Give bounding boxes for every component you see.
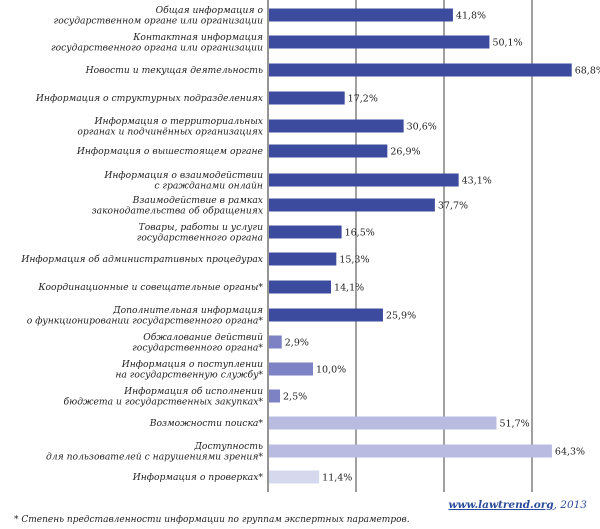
category-label: законодательства об обращениях	[92, 205, 264, 216]
category-label: Новости и текущая деятельность	[85, 65, 263, 76]
category-label: Контактная информация	[132, 32, 263, 43]
footnote: * Степень представленности информации по…	[14, 515, 410, 525]
category-label: государственного органа	[137, 232, 263, 243]
category-label: Взаимодействие в рамках	[132, 195, 264, 206]
bar	[269, 8, 453, 22]
value-label: 68,8%	[575, 66, 600, 77]
value-label: 64,3%	[555, 447, 585, 458]
category-label: Возможности поиска*	[149, 418, 264, 429]
bar	[269, 91, 345, 105]
value-label: 14,1%	[334, 283, 364, 294]
category-label: Информация об исполнении	[123, 386, 263, 397]
value-label: 26,9%	[390, 147, 420, 158]
category-label: для пользователей с нарушениями зрения*	[46, 451, 263, 462]
category-label: Информация о проверках*	[132, 472, 264, 483]
bar	[269, 252, 337, 266]
category-label: Дополнительная информация	[112, 305, 263, 316]
value-label: 25,9%	[386, 311, 416, 322]
bar	[269, 389, 280, 403]
value-label: 16,5%	[345, 228, 375, 239]
bar	[269, 470, 320, 484]
value-label: 11,4%	[322, 473, 352, 484]
value-label: 37,7%	[438, 201, 468, 212]
bar	[269, 280, 332, 294]
bar	[269, 173, 459, 187]
value-label: 17,2%	[348, 94, 378, 105]
value-label: 50,1%	[492, 38, 522, 49]
bar	[269, 416, 497, 430]
category-label: Координационные и совещательные органы*	[37, 282, 263, 293]
bar	[269, 35, 490, 49]
bar	[269, 225, 342, 239]
value-label: 15,3%	[339, 255, 369, 266]
bars	[269, 8, 572, 484]
category-label: Информация о территориальных	[94, 116, 264, 127]
category-label: Информация о структурных подразделениях	[35, 93, 264, 104]
value-label: 30,6%	[407, 122, 437, 133]
source-link[interactable]: www.lawtrend.org	[448, 499, 553, 511]
category-label: Обжалование действий	[143, 332, 263, 343]
bar	[269, 63, 572, 77]
category-label: государственного органа или организации	[51, 42, 263, 53]
category-label: государственного органа*	[132, 342, 263, 353]
category-label: Общая информация о	[156, 5, 264, 16]
value-label: 51,7%	[499, 419, 529, 430]
source-year: , 2013	[554, 499, 588, 511]
bar	[269, 335, 282, 349]
bar	[269, 198, 435, 212]
category-label: государственном органе или организации	[54, 15, 264, 26]
category-label: с гражданами онлайн	[154, 180, 263, 191]
value-label: 2,5%	[283, 392, 307, 403]
source-credit: www.lawtrend.org, 2013	[448, 499, 587, 511]
category-label: Доступность	[193, 441, 263, 452]
category-label: Товары, работы и услуги	[139, 222, 263, 233]
bar	[269, 144, 388, 158]
bar	[269, 362, 313, 376]
bar	[269, 444, 552, 458]
category-label: Информация об административных процедура…	[20, 254, 263, 265]
bar	[269, 308, 383, 322]
value-label: 10,0%	[316, 365, 346, 376]
category-label: Информация о вышестоящем органе	[76, 146, 264, 157]
value-label: 2,9%	[285, 338, 309, 349]
category-label: бюджета и государственных закупках*	[64, 396, 264, 407]
category-label: на государственную службу*	[115, 369, 263, 380]
grid-lines	[267, 0, 533, 492]
category-label: органах и подчинённых организациях	[77, 126, 263, 137]
value-label: 43,1%	[462, 176, 492, 187]
value-labels: 41,8% 50,1% 68,8% 17,2% 30,6% 26,9% 43,1% 37,7%…	[283, 11, 600, 484]
category-label: Информация о поступлении	[121, 359, 263, 370]
category-label: о функционировании государственного орга…	[27, 315, 264, 326]
category-label: Информация о взаимодействии	[103, 170, 263, 181]
bar	[269, 119, 404, 133]
value-label: 41,8%	[456, 11, 486, 22]
